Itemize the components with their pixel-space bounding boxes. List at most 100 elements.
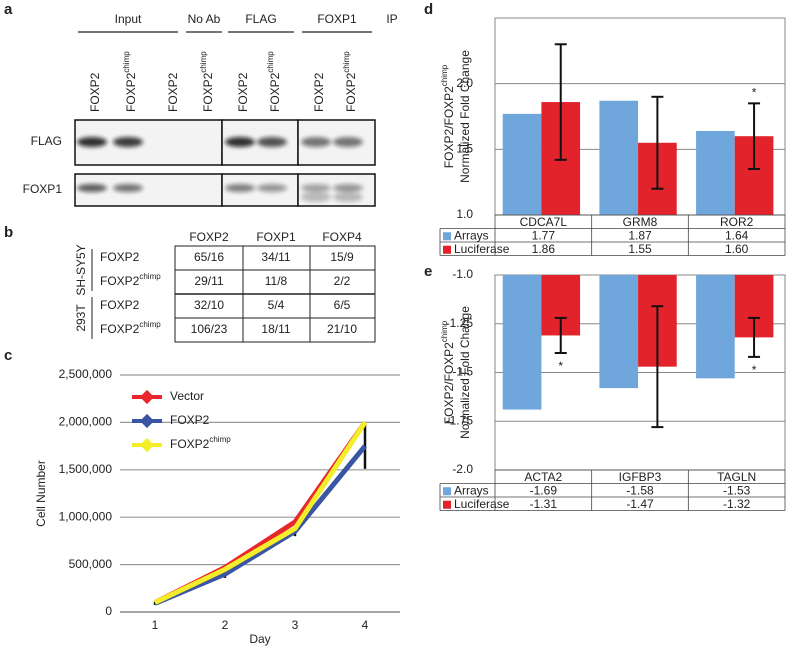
table-cell: 6/5 [334, 298, 351, 312]
x-axis-label: Day [249, 632, 270, 646]
y-axis-label: FOXP2/FOXP2chimp [440, 320, 456, 424]
row-label: FLAG [31, 134, 62, 148]
table-cell: 21/10 [327, 322, 357, 336]
y-tick-label: 2,500,000 [59, 367, 113, 381]
y-tick-label: 2,000,000 [59, 415, 113, 429]
lane-label-sup: chimp [266, 51, 275, 73]
value-label: 1.60 [725, 242, 749, 256]
blot-band [333, 184, 363, 192]
value-label: -1.58 [626, 483, 654, 497]
bar [696, 130, 735, 215]
legend-label: Vector [170, 389, 204, 403]
blot-band [77, 184, 107, 192]
value-label: 1.86 [532, 242, 556, 256]
blot-group: No Ab [188, 12, 221, 26]
row-label-text: FOXP2 [100, 250, 140, 264]
blot-group: FLAG [245, 12, 276, 26]
lane-label-text: FOXP2 [124, 72, 138, 112]
y-axis-label: Normalized Fold Change [458, 50, 472, 183]
blot-band [113, 137, 143, 147]
lane-label: FOXP2 [166, 72, 180, 112]
legend-marker [139, 437, 155, 453]
bar [599, 100, 639, 215]
legend-label-text: FOXP2 [170, 413, 210, 427]
y-tick-label: -2.0 [452, 462, 473, 476]
x-tick-label: TAGLN [717, 470, 756, 484]
value-label: -1.32 [723, 497, 751, 511]
table-cell: 18/11 [261, 322, 290, 336]
x-tick-label: ACTA2 [524, 470, 562, 484]
lane-label: FOXP2chimp [199, 51, 215, 112]
y-axis-label-text: FOXP2/FOXP2 [442, 342, 456, 424]
table-cell: 34/11 [261, 250, 290, 264]
row-label: FOXP2chimp [100, 320, 161, 336]
y-tick-label: 2.0 [456, 76, 473, 90]
legend-label-sup: chimp [209, 435, 231, 444]
lane-label-sup: chimp [199, 51, 208, 73]
legend-swatch [443, 232, 451, 241]
lane-label: FOXP2 [88, 72, 102, 112]
legend-label: Arrays [454, 228, 489, 242]
legend-label: Luciferase [454, 497, 510, 511]
legend-label-text: Vector [170, 389, 204, 403]
x-tick-label: CDCA7L [520, 215, 568, 229]
y-tick-label: 0 [105, 604, 112, 618]
value-label: 1.87 [628, 228, 652, 242]
x-tick-label: 1 [152, 618, 159, 632]
y-tick-label: 1.5 [456, 142, 473, 156]
legend-label: Luciferase [454, 242, 510, 256]
lane-label-text: FOXP2 [88, 72, 102, 112]
significance-mark: * [752, 86, 757, 100]
y-tick-label: -1.5 [452, 365, 473, 379]
column-header: FOXP4 [322, 230, 362, 244]
lane-label-text: FOXP2 [166, 72, 180, 112]
table-cell: 65/16 [194, 250, 224, 264]
value-label: -1.53 [723, 483, 751, 497]
panel-label: d [424, 1, 433, 18]
y-axis-label-text: FOXP2/FOXP2 [442, 86, 456, 168]
x-tick-label: GRM8 [623, 215, 658, 229]
legend-swatch [443, 487, 451, 496]
bar [599, 275, 639, 389]
lane-label-text: FOXP2 [201, 72, 215, 112]
significance-mark: * [558, 359, 563, 373]
blot-band [333, 192, 363, 202]
table-cell: 106/23 [191, 322, 228, 336]
blot-group: FOXP1 [317, 12, 357, 26]
x-tick-label: ROR2 [720, 215, 754, 229]
lane-label: FOXP2 [312, 72, 326, 112]
y-axis-label-sup: chimp [440, 320, 449, 342]
blot-band [257, 184, 287, 192]
lane-label: FOXP2chimp [342, 51, 358, 112]
value-label: 1.55 [628, 242, 652, 256]
row-label-text: FOXP2 [100, 274, 140, 288]
table-cell: 11/8 [265, 274, 288, 288]
table-cell: 2/2 [334, 274, 351, 288]
y-axis-label: Cell Number [34, 460, 48, 527]
x-tick-label: 4 [362, 618, 369, 632]
blot-band [301, 137, 331, 147]
y-tick-label: 1.0 [456, 207, 473, 221]
column-header: FOXP2 [189, 230, 229, 244]
legend-label-text: FOXP2 [170, 437, 210, 451]
legend-marker [139, 389, 155, 405]
lane-label: FOXP2 [236, 72, 250, 112]
lane-label-sup: chimp [122, 51, 131, 73]
lane-label-text: FOXP2 [312, 72, 326, 112]
lane-label-text: FOXP2 [236, 72, 250, 112]
y-axis-label-sup: chimp [440, 64, 449, 86]
table-cell: 32/10 [194, 298, 224, 312]
table-cell: 29/11 [194, 274, 223, 288]
table-cell: 5/4 [268, 298, 285, 312]
panel-label: c [4, 347, 12, 364]
row-label: FOXP2 [100, 250, 140, 264]
legend-label: FOXP2 [170, 413, 210, 427]
blot-band [225, 137, 255, 147]
x-tick-label: IGFBP3 [619, 470, 662, 484]
panel-label: e [424, 263, 432, 280]
lane-label-sup: chimp [342, 51, 351, 73]
blot-band [301, 184, 331, 192]
blot-band [301, 192, 331, 202]
series-line [154, 444, 367, 606]
